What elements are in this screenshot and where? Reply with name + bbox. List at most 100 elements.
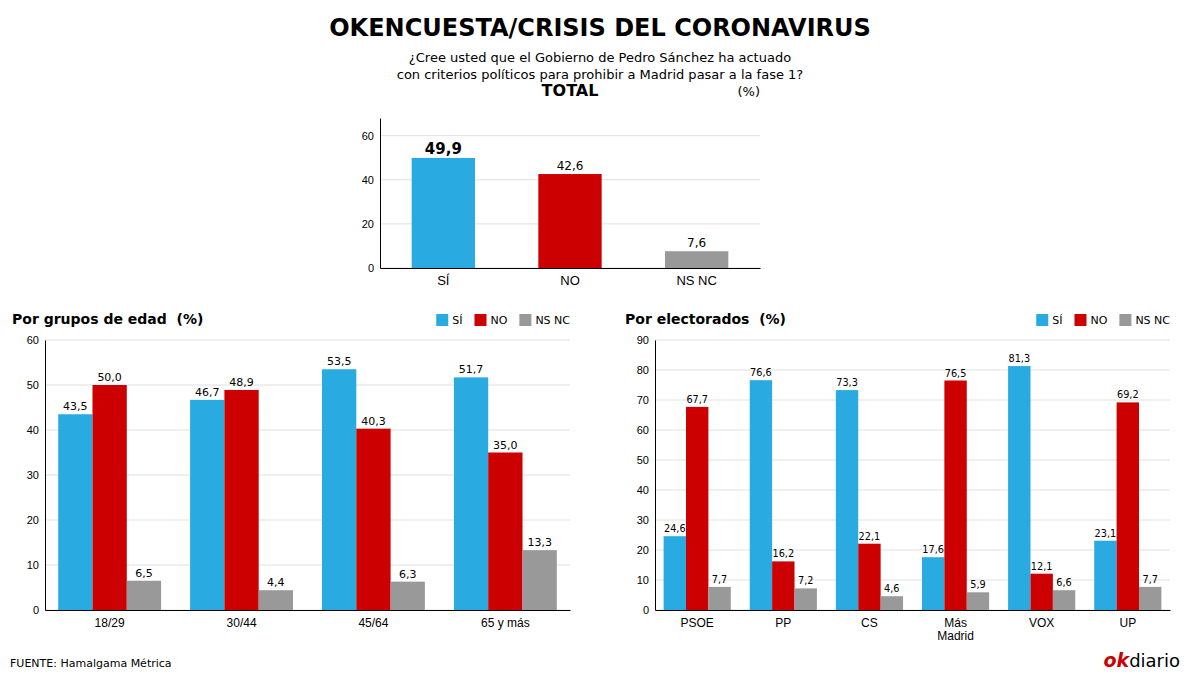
- y-tick: 20: [27, 514, 45, 526]
- legend-label: SÍ: [452, 314, 462, 327]
- grid-line: [655, 610, 1170, 611]
- data-label: 67,7: [686, 394, 708, 405]
- bars: [58, 369, 557, 610]
- legend-item: NS NC: [519, 314, 570, 327]
- data-label: 50,0: [97, 371, 122, 384]
- x-tick-label-line: VOX: [1029, 616, 1054, 630]
- y-tick-label: 40: [637, 484, 649, 496]
- bar: [836, 390, 858, 610]
- data-labels: 24,676,673,317,681,323,167,716,222,176,5…: [664, 353, 1158, 594]
- y-tick-label: 20: [27, 514, 39, 526]
- data-label: 7,7: [1142, 574, 1157, 585]
- chart: 0204060SÍNONS NC49,942,67,6TOTAL(%): [362, 81, 761, 288]
- y-tick-label: 30: [27, 469, 39, 481]
- x-tick: 45/64: [358, 616, 388, 630]
- y-axis-line: [380, 119, 381, 269]
- y-axis: 0102030405060: [27, 334, 46, 616]
- grid-line: [655, 580, 1170, 581]
- bar: [922, 557, 944, 610]
- y-tick-label: 70: [637, 394, 649, 406]
- grid-line: [655, 490, 1170, 491]
- bar: [708, 587, 730, 610]
- x-tick-label: 45/64: [358, 616, 388, 630]
- y-axis-line: [655, 341, 656, 611]
- grid: [45, 340, 570, 610]
- x-axis: 18/29 30/44 45/64 65 y más: [46, 611, 571, 630]
- y-axis: 0204060: [362, 119, 381, 275]
- data-label: 13,3: [527, 536, 552, 549]
- data-label: 73,3: [836, 377, 858, 388]
- y-tick: 0: [643, 604, 655, 616]
- y-tick-label: 50: [27, 379, 39, 391]
- data-label: 17,6: [922, 544, 944, 555]
- x-tick-label: PP: [775, 616, 791, 630]
- y-tick: 30: [27, 469, 45, 481]
- x-tick-label: NO: [560, 273, 580, 288]
- x-tick: 18/29: [95, 616, 125, 630]
- bar: [412, 158, 475, 268]
- y-tick-label: 20: [637, 544, 649, 556]
- grid: [380, 136, 760, 268]
- x-tick: VOX: [1029, 616, 1054, 630]
- bar: [772, 561, 794, 610]
- legend-label: NO: [490, 314, 507, 327]
- y-tick: 60: [362, 130, 380, 142]
- y-tick-label: 0: [33, 604, 39, 616]
- y-tick: 80: [637, 364, 655, 376]
- grid-line: [655, 370, 1170, 371]
- logo-ok: ok: [1103, 649, 1130, 671]
- x-tick-label-line: Madrid: [937, 629, 974, 643]
- y-tick-label: 30: [637, 514, 649, 526]
- data-label: 7,7: [712, 574, 727, 585]
- source-text: FUENTE: Hamalgama Métrica: [10, 657, 172, 670]
- subtitle: ¿Cree usted que el Gobierno de Pedro Sán…: [397, 50, 804, 82]
- bar: [1139, 587, 1161, 610]
- chart-annotation: (%): [738, 84, 761, 99]
- y-tick-label: 0: [368, 262, 374, 274]
- bars-clip: [412, 158, 729, 268]
- data-label: 81,3: [1008, 353, 1030, 364]
- x-tick-label-line: Más: [944, 616, 967, 630]
- bar: [454, 377, 488, 610]
- y-tick: 20: [362, 218, 380, 230]
- bar: [92, 385, 126, 610]
- legend-label: NS NC: [535, 314, 570, 327]
- data-label: 48,9: [229, 376, 254, 389]
- y-tick: 50: [27, 379, 45, 391]
- x-axis-line: [381, 268, 761, 269]
- bar: [881, 596, 903, 610]
- x-tick-label-line: PP: [775, 616, 791, 630]
- bar: [1030, 574, 1052, 610]
- x-tick-label: 30/44: [227, 616, 257, 630]
- data-label: 6,5: [135, 567, 153, 580]
- x-tick: SÍ: [437, 273, 450, 288]
- bar: [488, 453, 522, 611]
- x-tick-label-line: NS NC: [676, 273, 716, 288]
- x-tick-label: 65 y más: [481, 616, 530, 630]
- y-tick: 30: [637, 514, 655, 526]
- data-label: 7,2: [798, 575, 813, 586]
- bar: [538, 174, 601, 268]
- y-tick: 0: [368, 262, 380, 274]
- bar: [127, 581, 161, 610]
- y-tick-label: 60: [637, 424, 649, 436]
- chart: 0102030405060708090PSOEPPCSMásMadridVOXU…: [625, 311, 1171, 643]
- legend-swatch: [1119, 314, 1131, 326]
- grid-line: [380, 135, 760, 136]
- grid-line: [655, 460, 1170, 461]
- legend: SÍNONS NC: [1036, 314, 1170, 327]
- x-tick: CS: [861, 616, 878, 630]
- data-label: 40,3: [361, 415, 386, 428]
- data-label: 22,1: [859, 531, 881, 542]
- y-tick: 50: [637, 454, 655, 466]
- x-tick: UP: [1119, 616, 1136, 630]
- grid-line: [45, 340, 570, 341]
- bar: [259, 590, 293, 610]
- legend-item: NS NC: [1119, 314, 1170, 327]
- bar: [750, 380, 772, 610]
- chart-canvas: OKENCUESTA/CRISIS DEL CORONAVIRUS¿Cree u…: [0, 0, 1200, 675]
- bar: [967, 592, 989, 610]
- data-label: 53,5: [327, 355, 352, 368]
- data-label: 35,0: [493, 439, 518, 452]
- bar: [795, 588, 817, 610]
